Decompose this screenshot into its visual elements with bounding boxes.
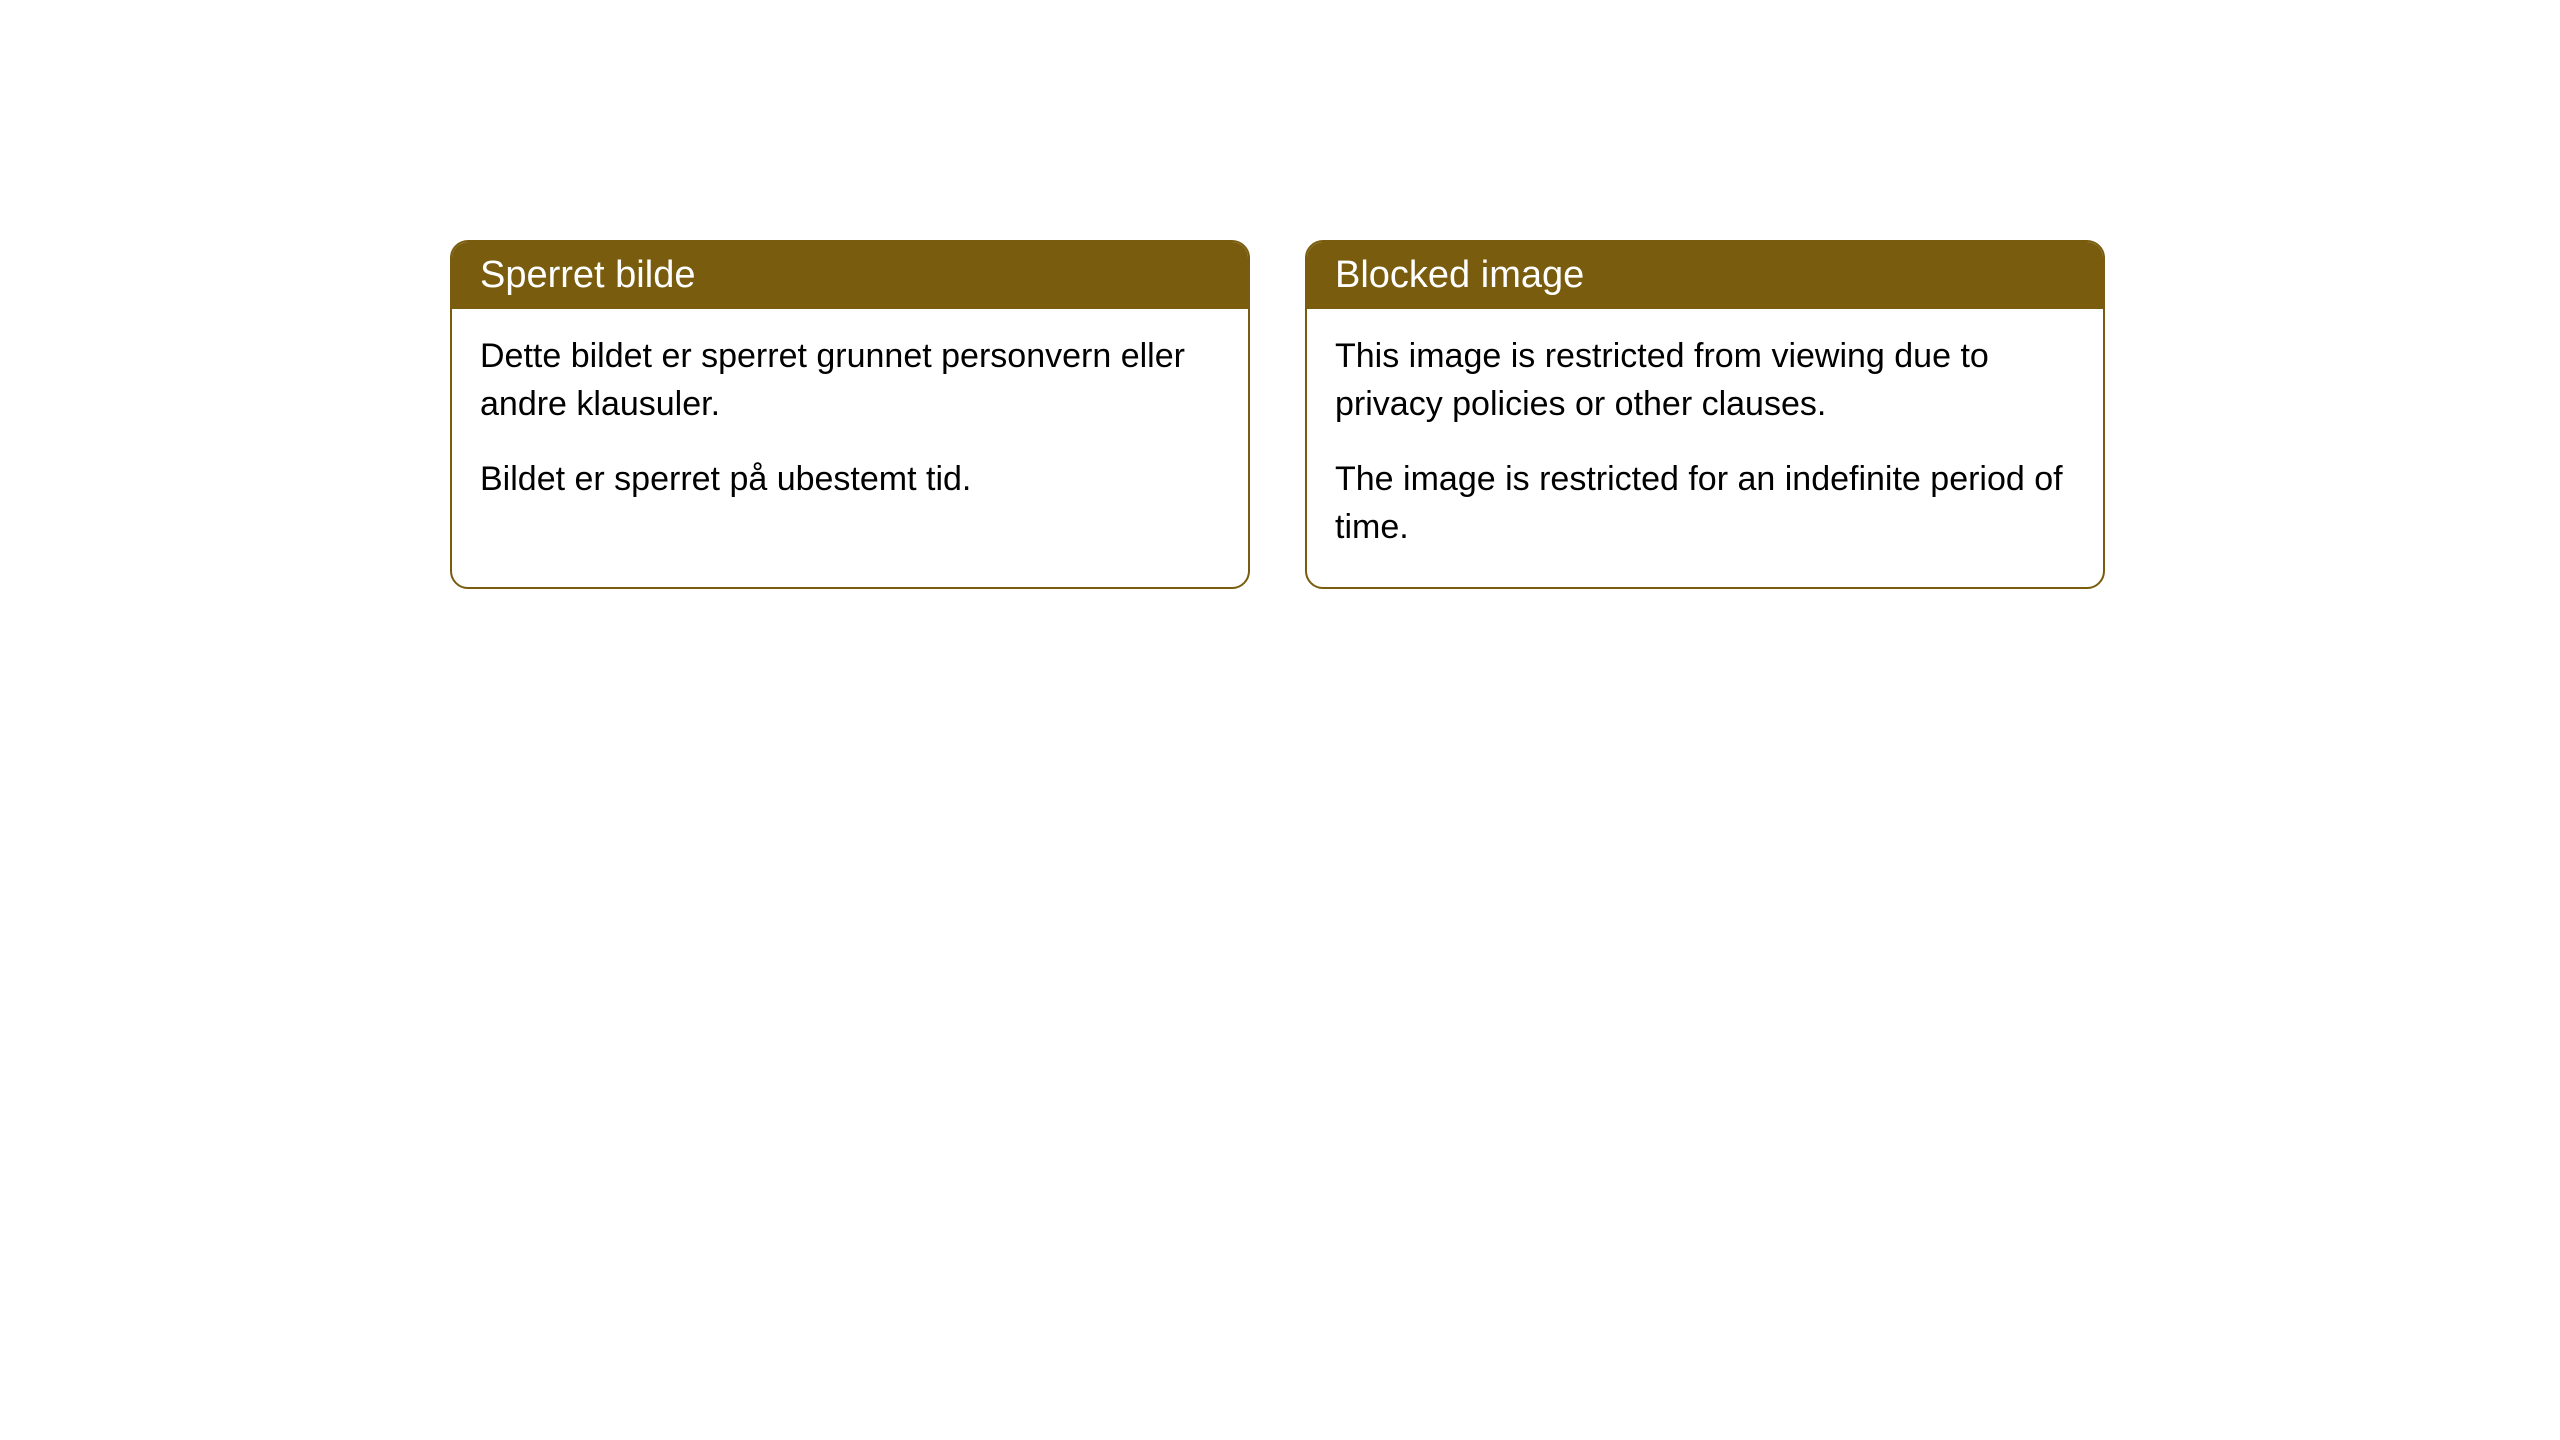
blocked-image-card-english: Blocked image This image is restricted f… bbox=[1305, 240, 2105, 589]
card-body-norwegian: Dette bildet er sperret grunnet personve… bbox=[452, 309, 1248, 540]
blocked-image-card-norwegian: Sperret bilde Dette bildet er sperret gr… bbox=[450, 240, 1250, 589]
card-paragraph: The image is restricted for an indefinit… bbox=[1335, 456, 2075, 551]
card-body-english: This image is restricted from viewing du… bbox=[1307, 309, 2103, 587]
card-paragraph: Bildet er sperret på ubestemt tid. bbox=[480, 456, 1220, 504]
cards-container: Sperret bilde Dette bildet er sperret gr… bbox=[450, 240, 2105, 589]
card-title: Sperret bilde bbox=[480, 254, 695, 296]
card-header-norwegian: Sperret bilde bbox=[452, 242, 1248, 309]
card-paragraph: This image is restricted from viewing du… bbox=[1335, 333, 2075, 428]
card-header-english: Blocked image bbox=[1307, 242, 2103, 309]
card-title: Blocked image bbox=[1335, 254, 1584, 296]
card-paragraph: Dette bildet er sperret grunnet personve… bbox=[480, 333, 1220, 428]
